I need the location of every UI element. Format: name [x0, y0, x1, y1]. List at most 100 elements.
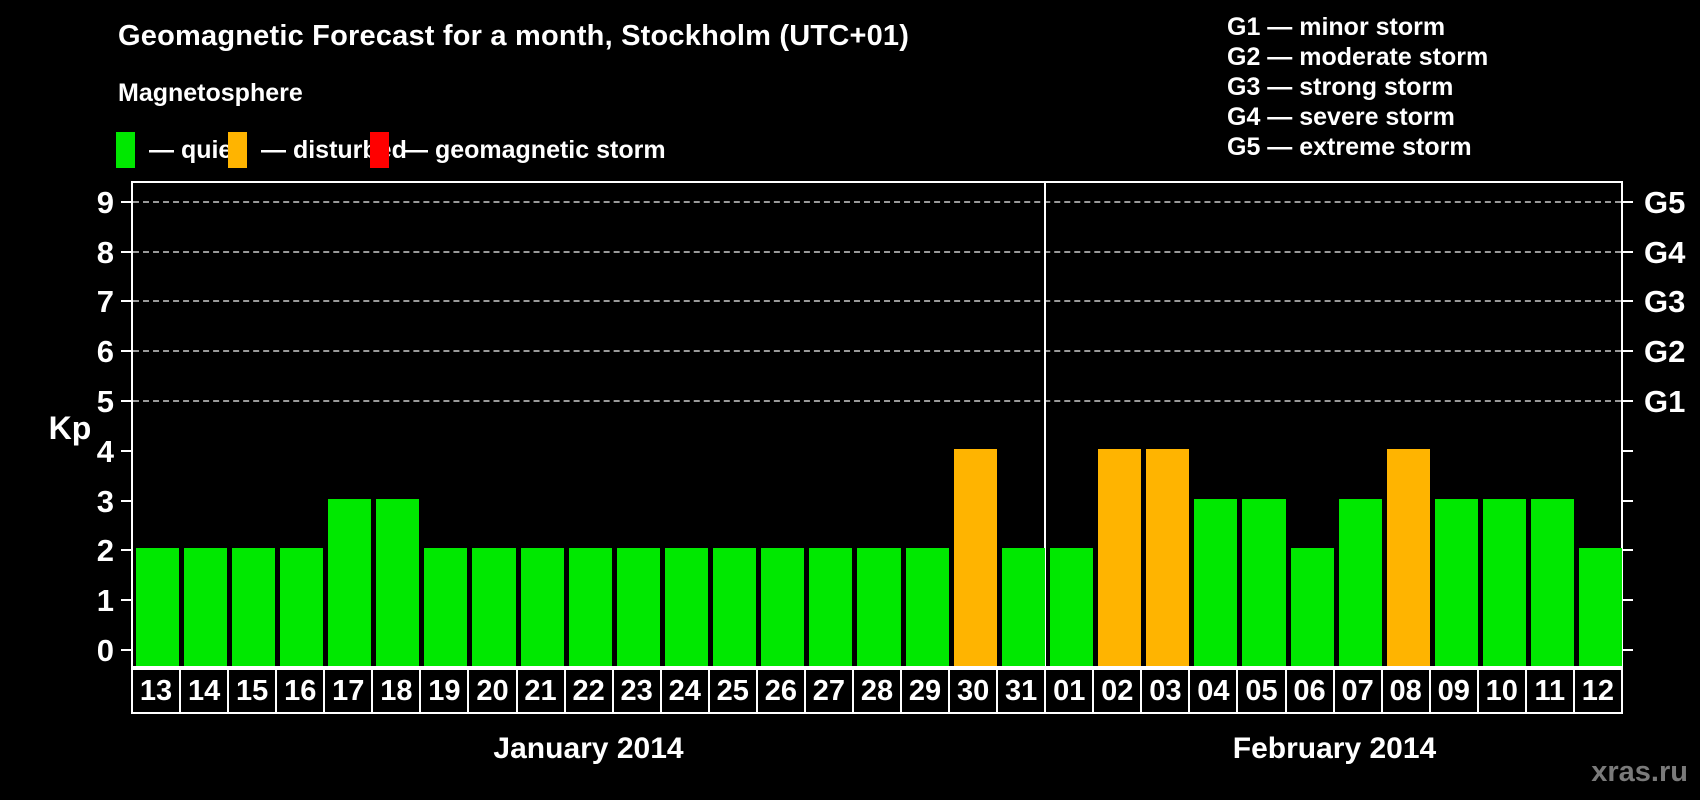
y-tick-label-5: 5: [96, 384, 114, 419]
bar-day-08: [1386, 448, 1430, 666]
bar-day-24: [664, 548, 709, 666]
storm-scale-line-4: G4 — severe storm: [1227, 103, 1455, 131]
y-tick-right-4: [1623, 449, 1633, 452]
bar-day-29: [905, 548, 949, 666]
day-label-01: 01: [1044, 668, 1095, 714]
y-tick-label-1: 1: [96, 583, 114, 619]
bar-day-19: [424, 548, 468, 666]
legend-swatch-storm: [370, 132, 389, 168]
storm-scale-legend: G1 — minor storm G2 — moderate storm G3 — …: [1227, 12, 1488, 162]
y-tick-left-4: [121, 449, 131, 452]
day-label-24: 24: [659, 668, 710, 714]
month-label-january: January 2014: [493, 732, 684, 765]
bar-day-05: [1242, 498, 1286, 666]
day-label-23: 23: [611, 668, 662, 714]
bar-day-06: [1290, 548, 1334, 666]
legend-label-quiet: — quiet: [149, 135, 241, 164]
gridline-kp5: [133, 400, 1621, 402]
day-label-18: 18: [371, 668, 422, 714]
y-tick-right-9: [1623, 200, 1633, 203]
bar-day-30: [953, 448, 997, 666]
month-label-february: February 2014: [1232, 732, 1437, 765]
right-axis-label-G5: G5: [1644, 184, 1686, 220]
day-label-27: 27: [803, 668, 854, 714]
bar-day-12: [1579, 548, 1623, 666]
day-label-19: 19: [419, 668, 470, 714]
y-tick-label-3: 3: [96, 483, 114, 519]
day-label-31: 31: [996, 668, 1047, 714]
legend-label-storm: — geomagnetic storm: [403, 135, 666, 164]
day-label-17: 17: [323, 668, 374, 714]
gridline-kp9: [133, 200, 1621, 203]
day-label-16: 16: [275, 668, 326, 714]
storm-scale-line-5: G5 — extreme storm: [1227, 133, 1472, 161]
magnetosphere-label: Magnetosphere: [118, 79, 303, 107]
y-tick-left-8: [121, 250, 131, 253]
y-tick-right-7: [1623, 300, 1633, 303]
day-label-30: 30: [948, 668, 999, 714]
storm-scale-line-3: G3 — strong storm: [1227, 73, 1454, 101]
y-tick-left-0: [121, 649, 131, 651]
day-label-05: 05: [1236, 668, 1287, 714]
y-tick-label-7: 7: [96, 284, 114, 320]
gridline-kp8: [133, 250, 1621, 253]
day-label-07: 07: [1332, 668, 1383, 714]
right-axis-label-G2: G2: [1644, 334, 1686, 370]
day-label-21: 21: [515, 668, 566, 714]
y-tick-right-6: [1623, 350, 1633, 353]
bar-day-03: [1146, 448, 1190, 666]
day-label-03: 03: [1140, 668, 1191, 714]
bar-day-18: [376, 498, 420, 666]
y-tick-right-1: [1623, 599, 1633, 602]
legend-swatch-disturbed: [228, 132, 247, 168]
day-label-04: 04: [1188, 668, 1239, 714]
x-axis-day-labels: 13 14 15 16 17 18 19 20 21 22 23 24 25 26 27 28 29 30 31 01…: [131, 668, 1623, 714]
bar-day-28: [857, 548, 901, 666]
bar-day-26: [761, 548, 805, 666]
day-label-08: 08: [1380, 668, 1431, 714]
legend-swatch-quiet: [116, 132, 135, 168]
plot-area: [131, 181, 1623, 668]
magnetosphere-legend: — quiet — disturbed — geomagnetic storm: [0, 131, 1000, 169]
y-tick-left-3: [121, 499, 131, 502]
bar-day-16: [279, 548, 323, 666]
bar-day-14: [183, 548, 227, 666]
y-tick-label-9: 9: [96, 184, 114, 220]
day-label-09: 09: [1428, 668, 1479, 714]
storm-scale-line-2: G2 — moderate storm: [1227, 43, 1489, 71]
y-tick-right-3: [1623, 499, 1633, 502]
bar-day-02: [1098, 448, 1142, 666]
day-label-20: 20: [467, 668, 518, 714]
day-label-22: 22: [563, 668, 614, 714]
day-label-13: 13: [131, 668, 182, 714]
gridline-kp6: [133, 350, 1621, 353]
y-tick-right-0: [1623, 649, 1633, 651]
y-tick-left-1: [121, 599, 131, 602]
bar-day-04: [1194, 498, 1238, 666]
bar-day-31: [1001, 548, 1045, 666]
day-label-29: 29: [900, 668, 951, 714]
bar-day-09: [1434, 498, 1479, 666]
bar-day-20: [472, 548, 516, 666]
y-tick-label-0: 0: [96, 633, 114, 668]
y-tick-right-5: [1623, 400, 1633, 402]
y-tick-left-2: [121, 549, 131, 552]
y-tick-left-7: [121, 300, 131, 303]
day-label-25: 25: [707, 668, 758, 714]
bar-day-25: [713, 548, 757, 666]
month-separator: [1044, 183, 1047, 666]
right-axis-label-G4: G4: [1644, 234, 1686, 270]
day-label-12: 12: [1572, 668, 1623, 714]
bar-day-13: [135, 548, 179, 666]
y-axis-title: Kp: [48, 410, 92, 446]
legend-item-storm: — geomagnetic storm: [370, 131, 666, 169]
y-tick-label-4: 4: [96, 433, 114, 469]
right-axis-label-G3: G3: [1644, 284, 1686, 320]
y-tick-label-8: 8: [96, 234, 114, 270]
right-axis-label-G1: G1: [1644, 384, 1686, 419]
bar-day-17: [328, 498, 372, 666]
bar-day-10: [1483, 498, 1527, 666]
storm-scale-line-1: G1 — minor storm: [1227, 13, 1446, 41]
legend-item-quiet: — quiet: [116, 131, 241, 169]
